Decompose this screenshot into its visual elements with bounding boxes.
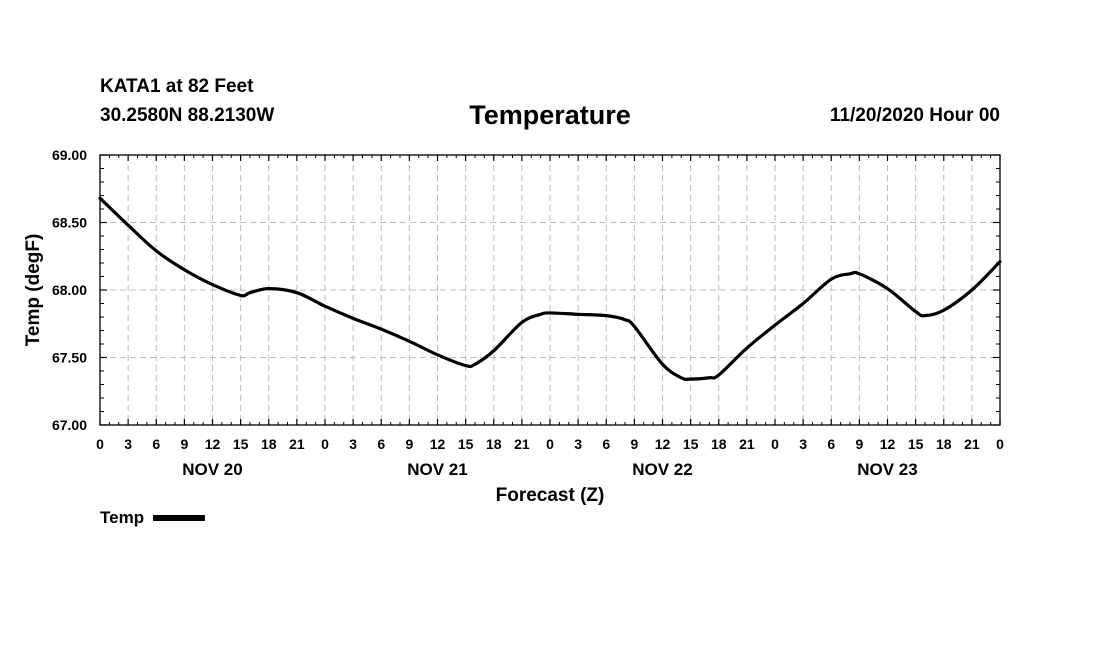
x-tick-label: 3 xyxy=(799,436,807,452)
y-tick-label: 68.50 xyxy=(52,215,87,231)
y-tick-label: 67.50 xyxy=(52,350,87,366)
x-tick-label: 3 xyxy=(124,436,132,452)
y-axis-label: Temp (degF) xyxy=(23,234,44,347)
station-coordinates: 30.2580N 88.2130W xyxy=(100,105,275,126)
legend-label: Temp xyxy=(100,508,145,527)
axis-tick-labels: 0 3 6 9 12 15 18 21 0 3 6 9 12 15 18 21 0 3 6 9 12 15 18 21 0 3 6 9… xyxy=(52,147,1004,479)
y-tick-label: 68.00 xyxy=(52,282,87,298)
x-tick-label: 18 xyxy=(936,436,952,452)
x-tick-label: 9 xyxy=(180,436,188,452)
x-tick-label: 3 xyxy=(574,436,582,452)
day-label: NOV 23 xyxy=(857,460,917,479)
temp-series-line xyxy=(98,196,1002,381)
x-tick-label: 12 xyxy=(205,436,221,452)
day-label: NOV 20 xyxy=(182,460,242,479)
x-tick-label: 12 xyxy=(655,436,671,452)
x-axis-label: Forecast (Z) xyxy=(496,485,605,506)
issued-datetime: 11/20/2020 Hour 00 xyxy=(829,105,1000,126)
station-name: KATA1 at 82 Feet xyxy=(100,76,254,97)
x-tick-label: 15 xyxy=(908,436,924,452)
x-tick-label: 0 xyxy=(321,436,329,452)
plot-frame xyxy=(99,154,1001,426)
x-tick-label: 21 xyxy=(289,436,305,452)
series xyxy=(98,196,1002,381)
x-tick-label: 0 xyxy=(546,436,554,452)
chart-title: Temperature xyxy=(469,100,631,130)
x-tick-label: 0 xyxy=(771,436,779,452)
x-tick-label: 12 xyxy=(430,436,446,452)
x-tick-label: 0 xyxy=(96,436,104,452)
x-tick-label: 6 xyxy=(827,436,835,452)
x-tick-label: 21 xyxy=(964,436,980,452)
x-tick-label: 3 xyxy=(349,436,357,452)
day-label: NOV 21 xyxy=(407,460,467,479)
x-tick-label: 6 xyxy=(377,436,385,452)
day-label: NOV 22 xyxy=(632,460,692,479)
x-tick-label: 6 xyxy=(152,436,160,452)
x-tick-label: 18 xyxy=(486,436,502,452)
x-tick-label: 0 xyxy=(996,436,1004,452)
x-tick-label: 9 xyxy=(855,436,863,452)
grid xyxy=(100,155,1000,425)
x-tick-label: 21 xyxy=(514,436,530,452)
x-tick-label: 9 xyxy=(630,436,638,452)
x-tick-label: 15 xyxy=(458,436,474,452)
x-tick-label: 21 xyxy=(739,436,755,452)
x-tick-label: 18 xyxy=(261,436,277,452)
y-tick-label: 69.00 xyxy=(52,147,87,163)
x-tick-label: 12 xyxy=(880,436,896,452)
legend-line-swatch xyxy=(153,515,206,521)
x-tick-label: 9 xyxy=(405,436,413,452)
x-tick-label: 15 xyxy=(233,436,249,452)
legend: Temp xyxy=(100,508,206,528)
x-tick-label: 15 xyxy=(683,436,699,452)
y-tick-label: 67.00 xyxy=(52,417,87,433)
x-tick-label: 6 xyxy=(602,436,610,452)
x-tick-label: 18 xyxy=(711,436,727,452)
